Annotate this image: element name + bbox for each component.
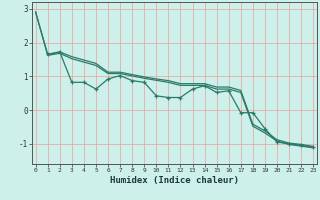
X-axis label: Humidex (Indice chaleur): Humidex (Indice chaleur) — [110, 176, 239, 185]
